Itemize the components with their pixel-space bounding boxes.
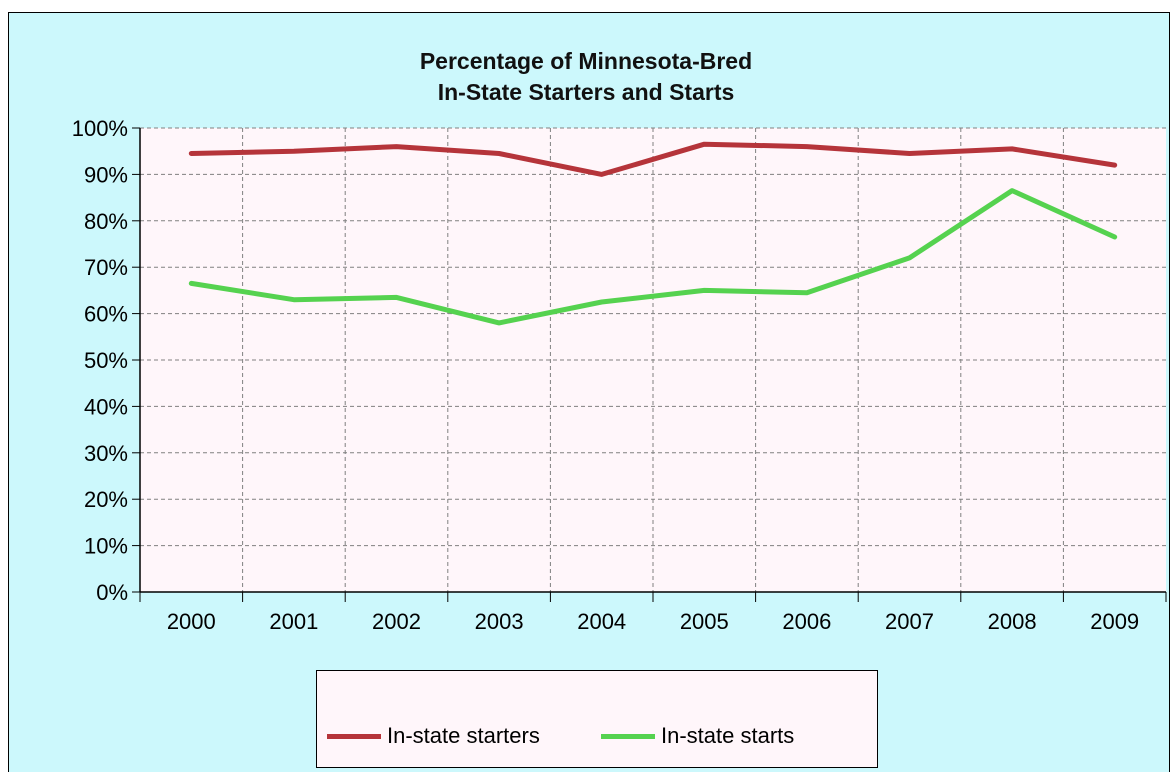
x-tick-label: 2005 [680,609,729,634]
legend-label-in-state-starts: In-state starts [661,723,795,748]
y-tick-label: 20% [84,487,128,512]
legend-item-in-state-starts: In-state starts [601,723,794,749]
series-line-in-state-starters [188,141,1118,177]
chart-title: Percentage of Minnesota-Bred In-State St… [0,46,1172,108]
chart-title-line-1: Percentage of Minnesota-Bred [419,48,753,74]
y-tick-label: 0% [96,580,128,605]
x-tick-label: 2006 [782,609,831,634]
y-tick-label: 40% [84,394,128,419]
y-tick-label: 90% [84,162,128,187]
chart-legend: In-state starters In-state starts [316,670,878,768]
x-tick-label: 2007 [885,609,934,634]
y-tick-label: 70% [84,255,128,280]
x-tick-label: 2001 [269,609,318,634]
legend-label-in-state-starters: In-state starters [387,723,540,748]
legend-swatch-in-state-starts [601,733,655,739]
x-tick-label: 2000 [167,609,216,634]
x-tick-label: 2008 [988,609,1037,634]
y-tick-label: 10% [84,534,128,559]
y-tick-label: 60% [84,302,128,327]
legend-swatch-in-state-starters [327,733,381,739]
x-tick-label: 2004 [577,609,626,634]
y-tick-label: 50% [84,348,128,373]
x-tick-label: 2002 [372,609,421,634]
x-tick-label: 2003 [475,609,524,634]
y-tick-label: 100% [72,116,128,141]
y-tick-label: 30% [84,441,128,466]
series-line-in-state-starts [188,188,1118,326]
chart-title-line-2: In-State Starters and Starts [437,79,735,105]
y-tick-label: 80% [84,209,128,234]
x-tick-label: 2009 [1090,609,1139,634]
legend-item-in-state-starters: In-state starters [327,723,540,749]
